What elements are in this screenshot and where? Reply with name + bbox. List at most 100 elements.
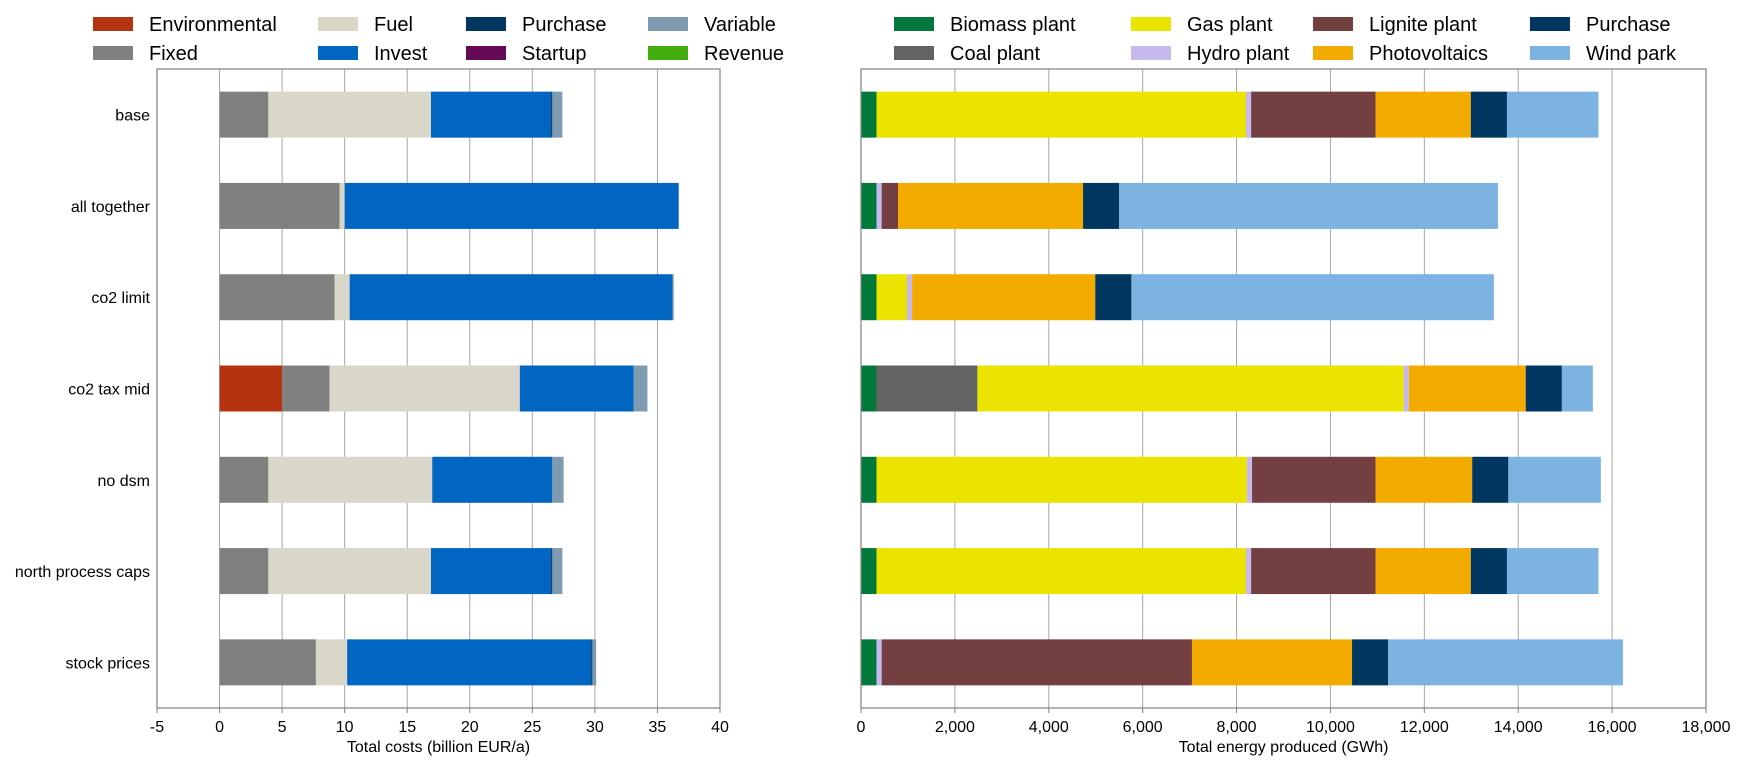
energy-legend-label-photovoltaics: Photovoltaics	[1369, 43, 1488, 65]
energy-bar-all-together-biomass-plant	[861, 182, 877, 229]
energy-xtick-label: 14,000	[1494, 719, 1543, 736]
costs-bar-stock-prices-fixed	[219, 639, 316, 686]
category-label-stock-prices: stock prices	[66, 655, 150, 672]
energy-bar-base-wind-park	[1506, 91, 1599, 138]
costs-bar-co2-tax-mid-variable	[633, 365, 648, 412]
costs-bar-north-process-caps-purchase	[551, 548, 553, 595]
energy-bar-north-process-caps-photovoltaics	[1375, 548, 1471, 595]
costs-xtick-label: 5	[278, 719, 287, 736]
costs-bar-stock-prices-purchase	[591, 639, 593, 686]
costs-legend-swatch-fixed	[93, 46, 133, 60]
costs-legend-swatch-revenue	[648, 46, 688, 60]
costs-legend-label-purchase: Purchase	[522, 14, 607, 36]
costs-xtick-label: 15	[398, 719, 416, 736]
energy-bar-no-dsm-hydro-plant	[1246, 456, 1253, 503]
costs-xaxis-label: Total costs (billion EUR/a)	[347, 739, 530, 756]
energy-bar-no-dsm-lignite-plant	[1252, 456, 1376, 503]
energy-xtick-label: 4,000	[1029, 719, 1069, 736]
costs-bar-base-purchase	[551, 91, 553, 138]
costs-bar-co2-limit-fixed	[219, 274, 335, 321]
energy-bar-north-process-caps-purchase	[1470, 548, 1507, 595]
energy-legend-swatch-hydro-plant	[1131, 46, 1171, 60]
costs-xtick-label: 10	[336, 719, 354, 736]
energy-legend-swatch-photovoltaics	[1313, 46, 1353, 60]
costs-bar-north-process-caps-invest	[430, 548, 552, 595]
energy-bar-co2-tax-mid-gas-plant	[977, 365, 1404, 412]
costs-legend-swatch-fuel	[318, 17, 358, 31]
costs-bar-base-invest	[430, 91, 552, 138]
costs-xtick-label: -5	[150, 719, 164, 736]
energy-bar-base-lignite-plant	[1251, 91, 1376, 138]
costs-bar-co2-limit-fuel	[334, 274, 350, 321]
energy-legend-label-purchase: Purchase	[1586, 14, 1671, 36]
energy-bar-co2-tax-mid-biomass-plant	[861, 365, 877, 412]
energy-bar-north-process-caps-biomass-plant	[861, 548, 877, 595]
costs-bar-all-together-fuel	[339, 182, 345, 229]
costs-legend-swatch-purchase	[466, 17, 506, 31]
energy-bar-base-gas-plant	[876, 91, 1246, 138]
costs-legend-label-fuel: Fuel	[374, 14, 413, 36]
category-label-no-dsm: no dsm	[98, 473, 150, 490]
costs-legend-label-startup: Startup	[522, 43, 586, 65]
energy-bar-north-process-caps-lignite-plant	[1251, 548, 1376, 595]
energy-bar-stock-prices-biomass-plant	[861, 639, 877, 686]
costs-bar-north-process-caps-fixed	[219, 548, 269, 595]
costs-legend-swatch-invest	[318, 46, 358, 60]
energy-legend-label-coal-plant: Coal plant	[950, 43, 1041, 65]
category-label-base: base	[115, 108, 150, 125]
energy-legend-swatch-biomass-plant	[894, 17, 934, 31]
category-label-co2-limit: co2 limit	[91, 290, 150, 307]
costs-xtick-label: 40	[711, 719, 729, 736]
energy-bar-co2-limit-biomass-plant	[861, 274, 877, 321]
costs-bar-north-process-caps-fuel	[268, 548, 431, 595]
energy-xtick-label: 18,000	[1682, 719, 1731, 736]
costs-legend-label-variable: Variable	[704, 14, 776, 36]
energy-bar-co2-tax-mid-coal-plant	[876, 365, 978, 412]
energy-bar-no-dsm-purchase	[1472, 456, 1509, 503]
energy-bar-stock-prices-lignite-plant	[881, 639, 1192, 686]
costs-xtick-label: 20	[461, 719, 479, 736]
category-label-co2-tax-mid: co2 tax mid	[68, 382, 150, 399]
costs-legend-swatch-environmental	[93, 17, 133, 31]
energy-xtick-label: 12,000	[1400, 719, 1449, 736]
energy-bar-north-process-caps-wind-park	[1506, 548, 1599, 595]
costs-xtick-label: 0	[215, 719, 224, 736]
category-label-north-process-caps: north process caps	[15, 564, 150, 581]
costs-legend-label-invest: Invest	[374, 43, 428, 65]
costs-bar-all-together-fixed	[219, 182, 340, 229]
costs-xtick-label: 35	[649, 719, 667, 736]
costs-bar-north-process-caps-variable	[552, 548, 563, 595]
costs-bar-co2-tax-mid-fixed	[282, 365, 330, 412]
energy-legend-swatch-coal-plant	[894, 46, 934, 60]
energy-plot-frame	[860, 68, 1707, 709]
energy-bar-no-dsm-biomass-plant	[861, 456, 877, 503]
energy-bar-stock-prices-hydro-plant	[876, 639, 882, 686]
costs-bar-no-dsm-invest	[432, 456, 553, 503]
energy-legend-swatch-wind-park	[1530, 46, 1570, 60]
costs-chart: base all together co2 limit co2 tax mid no d…	[15, 14, 784, 756]
costs-bar-all-together-invest	[344, 182, 679, 229]
costs-bar-stock-prices-fuel	[315, 639, 348, 686]
energy-bar-base-photovoltaics	[1375, 91, 1471, 138]
energy-bar-north-process-caps-hydro-plant	[1245, 548, 1252, 595]
energy-bar-base-hydro-plant	[1245, 91, 1252, 138]
costs-bar-base-fuel	[268, 91, 431, 138]
energy-bar-co2-tax-mid-wind-park	[1561, 365, 1593, 412]
energy-xtick-label: 6,000	[1123, 719, 1163, 736]
costs-legend-label-revenue: Revenue	[704, 43, 784, 65]
energy-legend-label-biomass-plant: Biomass plant	[950, 14, 1076, 36]
energy-legend-label-gas-plant: Gas plant	[1187, 14, 1273, 36]
costs-bar-no-dsm-variable	[552, 456, 564, 503]
energy-bar-base-purchase	[1470, 91, 1507, 138]
energy-bar-all-together-hydro-plant	[876, 182, 882, 229]
costs-legend-swatch-startup	[466, 46, 506, 60]
costs-bar-stock-prices-invest	[347, 639, 592, 686]
energy-legend-swatch-gas-plant	[1131, 17, 1171, 31]
energy-bar-north-process-caps-gas-plant	[876, 548, 1246, 595]
energy-bar-co2-limit-gas-plant	[876, 274, 908, 321]
costs-legend-label-fixed: Fixed	[149, 43, 198, 65]
energy-xtick-label: 10,000	[1306, 719, 1355, 736]
costs-bar-base-fixed	[219, 91, 269, 138]
costs-bar-co2-tax-mid-invest	[519, 365, 634, 412]
